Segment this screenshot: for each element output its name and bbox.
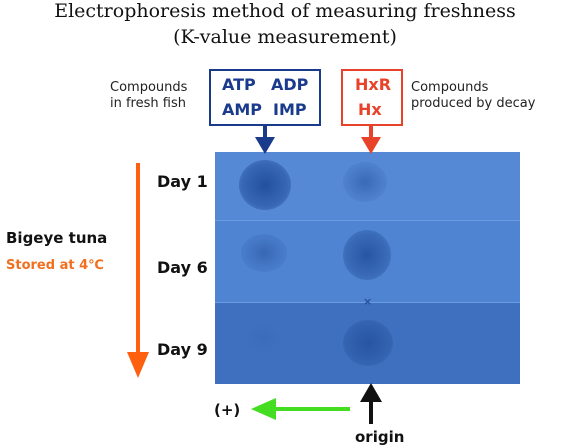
decay-compounds-box [341,69,403,126]
origin-label: origin [355,428,405,446]
fresh-down-arrow [255,126,275,154]
origin-up-arrow [360,383,382,424]
electrophoresis-gel: × [215,152,520,384]
fresh-spot-day1 [239,160,291,210]
decay-caption-line1: Compounds [411,80,489,95]
day-label-1: Day 1 [157,172,208,191]
fresh-spot-day9 [243,322,283,354]
storage-condition: Stored at 4℃ [6,258,104,273]
fresh-compounds-box [209,69,321,126]
compound-atp: ATP [222,75,256,94]
fresh-caption: Compounds in fresh fish [110,80,187,112]
fresh-caption-line2: in fresh fish [110,96,186,111]
compound-amp: AMP [222,100,263,119]
compound-imp: IMP [273,100,307,119]
decay-down-arrow [361,126,381,154]
diagram-title: Electrophoresis method of measuring fres… [54,0,516,22]
decay-spot-day1 [343,162,387,202]
positive-electrode-label: (+) [214,401,241,419]
compound-hxr: HxR [355,75,392,94]
day-label-9: Day 9 [157,340,208,359]
time-arrow [127,163,149,378]
decay-caption-line2: produced by decay [411,96,536,111]
compound-adp: ADP [271,75,309,94]
fresh-caption-line1: Compounds [110,80,188,95]
decay-spot-day6 [343,230,391,280]
decay-caption: Compounds produced by decay [411,80,535,112]
decay-spot-day9 [343,320,393,366]
diagram-subtitle: (K-value measurement) [173,26,397,48]
direction-arrow [251,398,350,420]
compound-hx: Hx [358,100,382,119]
origin-mark: × [363,295,373,308]
fresh-spot-day6 [241,234,287,272]
day-label-6: Day 6 [157,258,208,277]
sample-name: Bigeye tuna [6,229,108,247]
